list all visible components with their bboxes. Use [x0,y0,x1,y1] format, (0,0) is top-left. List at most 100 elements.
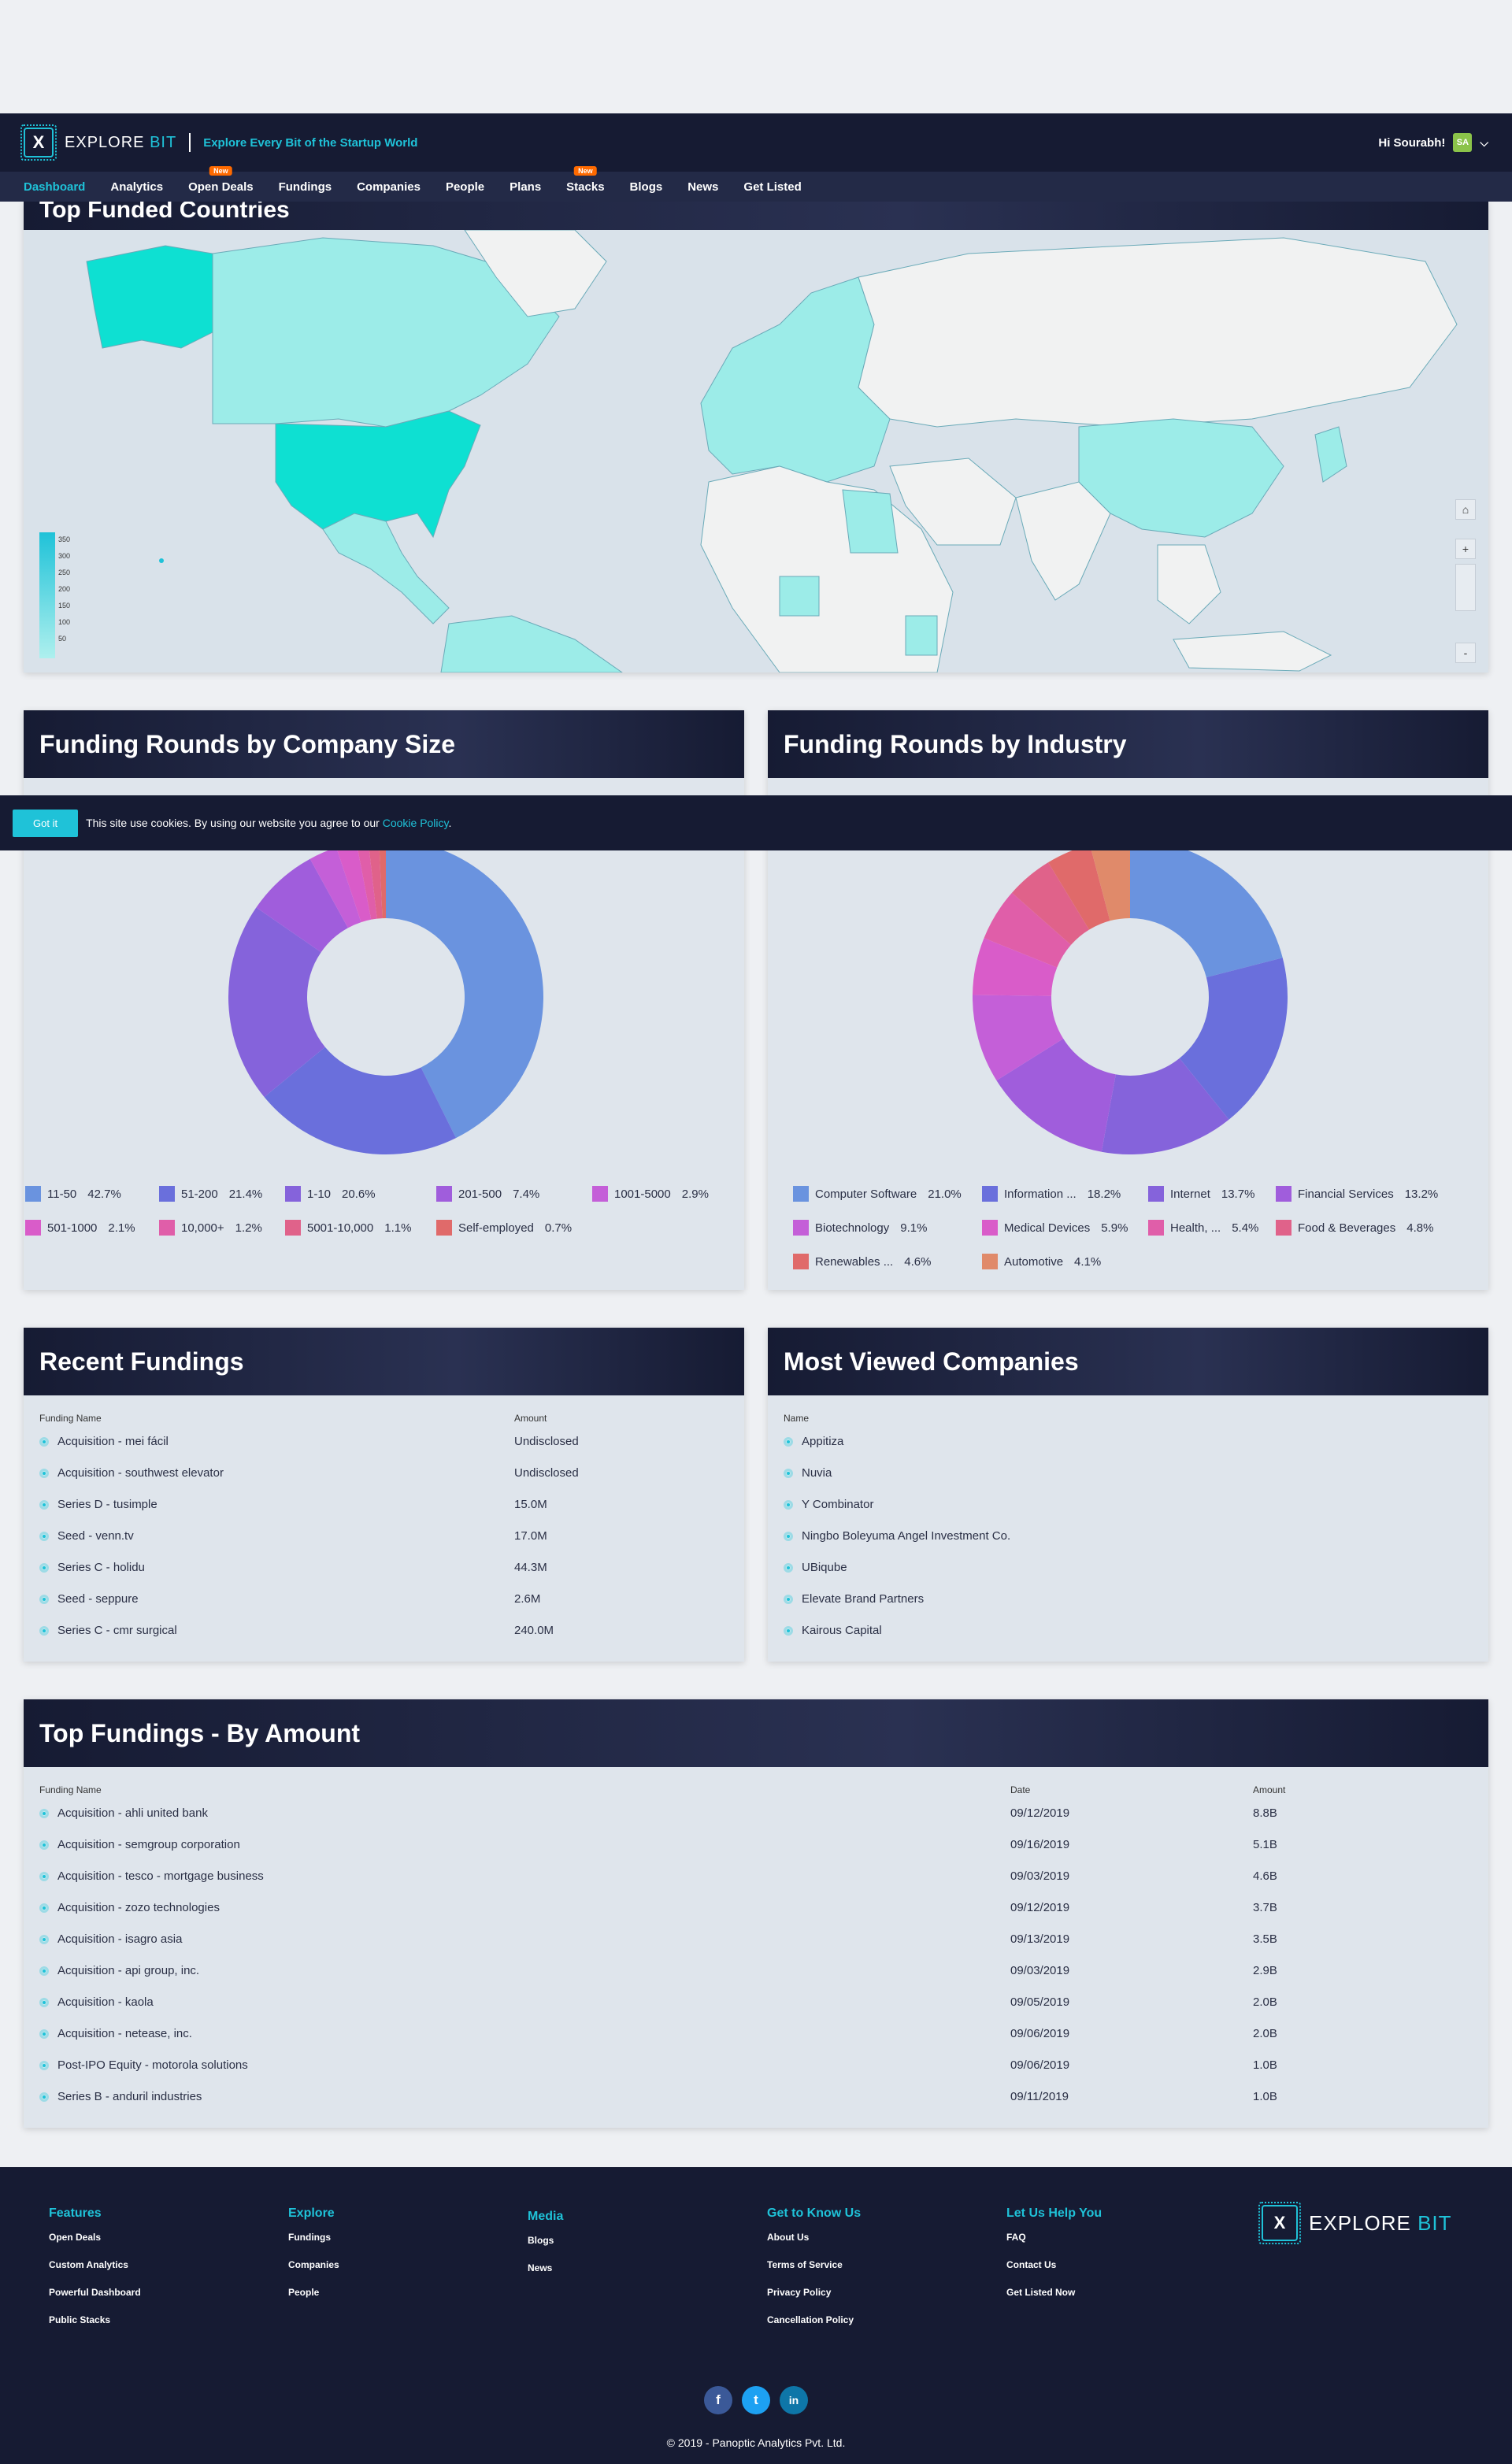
funding-name-link[interactable]: Acquisition - zozo technologies [57,1901,220,1914]
legend-item[interactable]: Financial Services 13.2% [1276,1186,1438,1202]
donut-slice[interactable] [379,839,386,919]
company-name-link[interactable]: Nuvia [802,1466,832,1480]
legend-item[interactable]: 201-500 7.4% [436,1186,539,1202]
company-name-link[interactable]: Ningbo Boleyuma Angel Investment Co. [802,1529,1011,1543]
footer-link[interactable]: Custom Analytics [49,2259,128,2270]
funding-name-link[interactable]: Series D - tusimple [57,1498,158,1511]
funding-name-link[interactable]: Acquisition - tesco - mortgage business [57,1869,264,1883]
donut-slice[interactable] [368,839,383,919]
nav-plans[interactable]: Plans [510,180,542,194]
footer-link[interactable]: Cancellation Policy [767,2314,854,2325]
world-map[interactable]: 350 300 250 200 150 100 50 ⌂ + - [24,230,1488,673]
legend-item[interactable]: Computer Software 21.0% [793,1186,962,1202]
legend-item[interactable]: 1-10 20.6% [285,1186,376,1202]
legend-item[interactable]: 501-1000 2.1% [25,1220,135,1236]
legend-item[interactable]: 5001-10,000 1.1% [285,1220,411,1236]
nav-open-deals[interactable]: Open Deals New [188,165,254,194]
donut-slice[interactable] [973,938,1058,996]
legend-item[interactable]: 11-50 42.7% [25,1186,121,1202]
company-size-donut[interactable] [220,832,551,1162]
legend-item[interactable]: 1001-5000 2.9% [592,1186,709,1202]
footer-link[interactable]: Contact Us [1006,2259,1057,2270]
funding-name-link[interactable]: Acquisition - api group, inc. [57,1964,200,1977]
footer-link[interactable]: Public Stacks [49,2314,111,2325]
map-zoom-in-button[interactable]: + [1455,539,1476,559]
explorebit-logo-icon[interactable]: X [20,124,57,161]
legend-item[interactable]: Information ... 18.2% [982,1186,1121,1202]
legend-item[interactable]: Medical Devices 5.9% [982,1220,1128,1236]
funding-name-link[interactable]: Acquisition - southwest elevator [57,1466,224,1480]
map-zoom-out-button[interactable]: - [1455,643,1476,663]
funding-name-link[interactable]: Series C - cmr surgical [57,1624,177,1637]
footer-link[interactable]: Companies [288,2259,339,2270]
chevron-down-icon[interactable]: ⌵ [1480,135,1488,149]
funding-name-link[interactable]: Acquisition - ahli united bank [57,1806,208,1820]
legend-item[interactable]: Internet 13.7% [1148,1186,1254,1202]
nav-analytics[interactable]: Analytics [110,180,164,194]
nav-people[interactable]: People [445,180,485,194]
funding-name-link[interactable]: Acquisition - isagro asia [57,1932,183,1946]
footer-link[interactable]: About Us [767,2232,810,2243]
legend-item[interactable]: Automotive 4.1% [982,1254,1101,1269]
donut-slice[interactable] [1048,844,1110,930]
nav-stacks[interactable]: Stacks New [566,165,605,194]
nav-fundings[interactable]: Fundings [278,180,332,194]
donut-slice[interactable] [336,842,372,923]
footer-link[interactable]: Blogs [528,2235,554,2246]
twitter-icon[interactable]: t [742,2386,770,2414]
donut-slice[interactable] [996,1039,1116,1152]
donut-slice[interactable] [386,839,543,1139]
footer-link[interactable]: Terms of Service [767,2259,843,2270]
funding-name-link[interactable]: Seed - seppure [57,1592,139,1606]
company-name-link[interactable]: Y Combinator [802,1498,874,1511]
nav-companies[interactable]: Companies [357,180,421,194]
donut-slice[interactable] [264,1047,457,1154]
company-name-link[interactable]: Appitiza [802,1435,844,1448]
funding-name-link[interactable]: Acquisition - kaola [57,1995,154,2009]
map-zoom-slider[interactable] [1455,564,1476,611]
map-home-icon[interactable]: ⌂ [1455,499,1476,520]
linkedin-icon[interactable]: in [780,2386,808,2414]
donut-slice[interactable] [309,847,361,928]
donut-slice[interactable] [1090,839,1130,921]
footer-link[interactable]: News [528,2262,553,2273]
donut-slice[interactable] [356,840,377,920]
donut-slice[interactable] [1011,862,1090,945]
company-name-link[interactable]: Elevate Brand Partners [802,1592,925,1606]
nav-news[interactable]: News [687,180,719,194]
donut-slice[interactable] [1130,839,1283,978]
company-name-link[interactable]: UBiqube [802,1561,847,1574]
footer-link[interactable]: People [288,2287,320,2298]
legend-item[interactable]: Biotechnology 9.1% [793,1220,927,1236]
logo-text[interactable]: EXPLORE BIT [65,133,177,151]
footer-link[interactable]: Powerful Dashboard [49,2287,141,2298]
avatar[interactable]: SA [1453,133,1473,152]
funding-name-link[interactable]: Acquisition - semgroup corporation [57,1838,240,1851]
company-name-link[interactable]: Kairous Capital [802,1624,882,1637]
funding-name-link[interactable]: Seed - venn.tv [57,1529,134,1543]
legend-item[interactable]: Food & Beverages 4.8% [1276,1220,1433,1236]
funding-name-link[interactable]: Post-IPO Equity - motorola solutions [57,2058,248,2072]
legend-item[interactable]: Self-employed 0.7% [436,1220,572,1236]
donut-slice[interactable] [1179,958,1288,1120]
donut-slice[interactable] [256,858,348,953]
footer-link[interactable]: FAQ [1006,2232,1026,2243]
funding-name-link[interactable]: Acquisition - mei fácil [57,1435,169,1448]
footer-link[interactable]: Privacy Policy [767,2287,832,2298]
legend-item[interactable]: 10,000+ 1.2% [159,1220,262,1236]
nav-blogs[interactable]: Blogs [629,180,663,194]
cookie-policy-link[interactable]: Cookie Policy [382,817,449,829]
legend-item[interactable]: Health, ... 5.4% [1148,1220,1258,1236]
footer-logo[interactable]: X EXPLORE BIT [1258,2202,1452,2244]
funding-name-link[interactable]: Series C - holidu [57,1561,145,1574]
legend-item[interactable]: 51-200 21.4% [159,1186,262,1202]
user-menu[interactable]: Hi Sourabh! SA ⌵ [1378,133,1488,152]
nav-get-listed[interactable]: Get Listed [743,180,802,194]
donut-slice[interactable] [984,892,1071,968]
world-map-svg[interactable] [24,230,1488,673]
funding-name-link[interactable]: Acquisition - netease, inc. [57,2027,192,2040]
legend-item[interactable]: Renewables ... 4.6% [793,1254,931,1269]
donut-slice[interactable] [228,907,325,1098]
donut-slice[interactable] [1101,1058,1229,1154]
footer-link[interactable]: Open Deals [49,2232,102,2243]
